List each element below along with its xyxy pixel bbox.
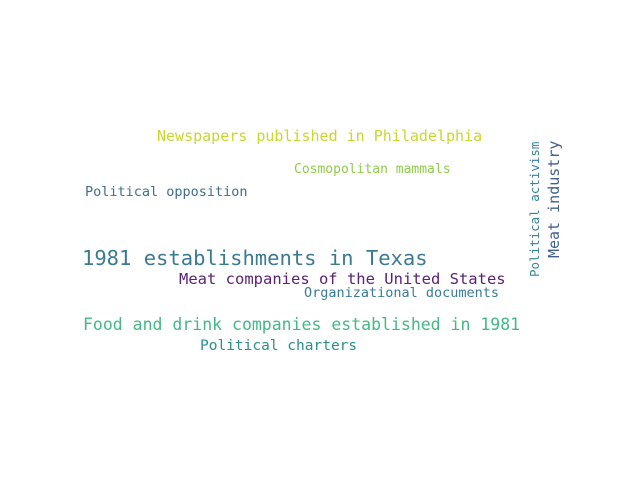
- word-meat-companies-us: Meat companies of the United States: [179, 270, 506, 288]
- word-political-activism: Political activism: [527, 141, 542, 277]
- word-newspapers-philadelphia: Newspapers published in Philadelphia: [157, 127, 483, 145]
- word-political-charters: Political charters: [200, 338, 358, 354]
- word-political-opposition: Political opposition: [85, 184, 248, 200]
- word-1981-establishments-texas: 1981 establishments in Texas: [82, 246, 428, 270]
- word-cosmopolitan-mammals: Cosmopolitan mammals: [294, 162, 451, 177]
- word-food-drink-companies-1981: Food and drink companies established in …: [83, 315, 521, 334]
- word-organizational-documents: Organizational documents: [304, 285, 500, 301]
- word-meat-industry: Meat industry: [545, 140, 563, 258]
